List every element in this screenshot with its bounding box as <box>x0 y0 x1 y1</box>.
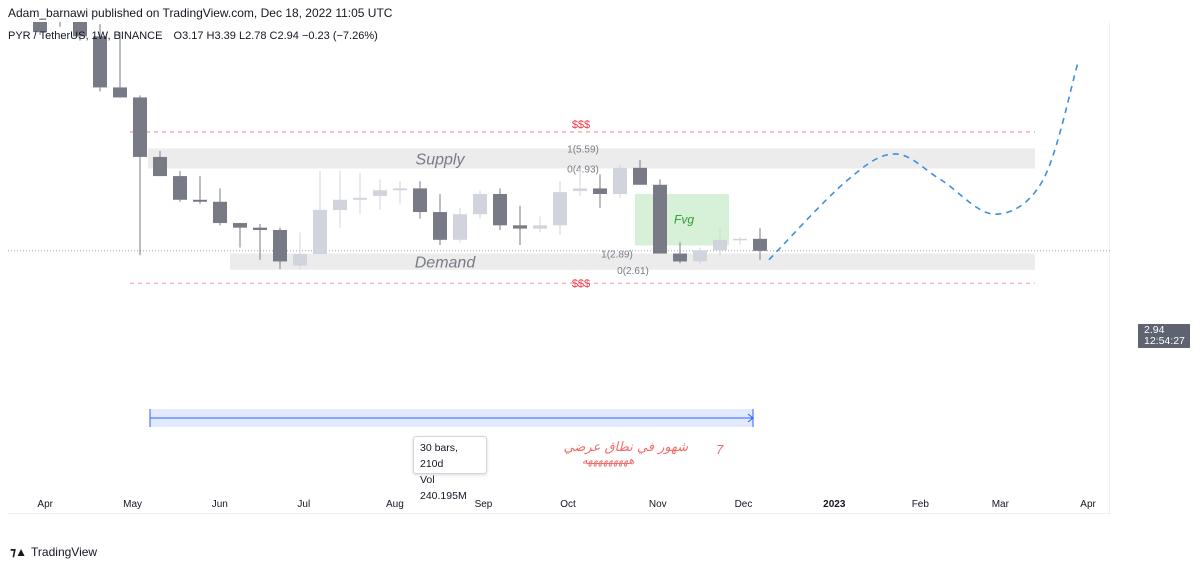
candle-body <box>193 199 207 202</box>
candle-body <box>113 87 127 98</box>
candle-body <box>733 238 747 241</box>
time-tick-label: Nov <box>649 499 667 510</box>
candle-body <box>353 197 367 200</box>
candle-body <box>333 199 347 210</box>
supply-label: Supply <box>416 151 466 168</box>
arabic-annotation-line2: هههههههههه <box>581 454 635 467</box>
candle-body <box>613 167 627 194</box>
chart-frame[interactable]: USDT10.008.507.506.505.504.503.903.302.5… <box>8 22 1110 514</box>
candle-body <box>133 97 147 157</box>
candle-body <box>493 193 507 226</box>
footer: ⁊▲ TradingView <box>10 545 97 559</box>
candle-body <box>653 184 667 254</box>
footer-brand: TradingView <box>31 545 98 559</box>
candle-body <box>633 167 647 185</box>
arabic-annotation: شهور في نطاق عرضي هههههههههه <box>558 441 688 467</box>
fib-bottom-label: 0(2.61) <box>617 266 649 277</box>
candle-body <box>553 192 567 226</box>
candle-body <box>593 188 607 194</box>
measure-info-box: 30 bars, 210d Vol 240.195M <box>413 436 487 502</box>
projection-path <box>768 63 1079 261</box>
time-tick-label: Jul <box>297 499 310 510</box>
candle-body <box>293 254 307 266</box>
candle-body <box>433 212 447 240</box>
demand-zone <box>230 253 1035 270</box>
candle-body <box>273 230 287 262</box>
time-tick-label: 2023 <box>823 499 846 510</box>
supply-zone <box>148 148 1035 169</box>
time-tick-label: Apr <box>37 499 53 510</box>
arabic-annotation-line1: شهور في نطاق عرضي <box>563 440 688 455</box>
demand-label: Demand <box>415 255 477 272</box>
liquidity-level-label: $$$ <box>572 119 590 131</box>
candle-body <box>393 188 407 191</box>
measure-vol-label: Vol 240.195M <box>420 474 467 502</box>
candle-body <box>413 188 427 213</box>
candle-body <box>473 193 487 215</box>
candle-body <box>253 227 267 231</box>
fvg-box <box>635 193 729 246</box>
ohlc-values: O3.17 H3.39 L2.78 C2.94 −0.23 (−7.26%) <box>173 30 378 42</box>
time-tick-label: Mar <box>992 499 1010 510</box>
time-tick-label: May <box>123 499 142 510</box>
candle-body <box>73 22 87 37</box>
candle-body <box>753 238 767 251</box>
candle-body <box>93 36 107 88</box>
candle-body <box>173 176 187 200</box>
candle-body <box>693 250 707 262</box>
symbol-legend: PYR / TetherUS, 1W, BINANCE O3.17 H3.39 … <box>8 30 378 42</box>
current-price-value: 2.94 <box>1144 324 1165 336</box>
tradingview-logo-icon: ⁊▲ <box>10 545 27 559</box>
time-tick-label: Sep <box>475 499 493 510</box>
fvg-label: Fvg <box>674 213 694 227</box>
time-tick-label: Aug <box>386 499 404 510</box>
candle-body <box>233 223 247 228</box>
measure-bars-label: 30 bars, 210d <box>420 442 458 470</box>
candle-body <box>373 190 387 196</box>
measure-arrowhead <box>747 413 754 423</box>
publish-info: Adam_barnawi published on TradingView.co… <box>8 6 393 20</box>
candle-body <box>533 225 547 229</box>
bar-countdown: 12:54:27 <box>1144 335 1185 347</box>
time-tick-label: Oct <box>560 499 576 510</box>
candle-body <box>673 253 687 262</box>
current-price-tag: 2.94 12:54:27 <box>1138 324 1190 348</box>
candle-body <box>713 239 727 251</box>
time-tick-label: Jun <box>212 499 228 510</box>
liquidity-level-label: $$$ <box>572 278 590 290</box>
time-tick-label: Dec <box>735 499 753 510</box>
candle-body <box>153 156 167 177</box>
candle-body <box>33 22 47 33</box>
time-tick-label: Feb <box>912 499 930 510</box>
symbol-name: PYR / TetherUS, 1W, BINANCE <box>8 30 163 42</box>
candle-body <box>453 214 467 240</box>
candle-body <box>213 201 227 224</box>
candle-body <box>573 188 587 191</box>
candle-body <box>313 209 327 255</box>
price-chart[interactable]: USDT10.008.507.506.505.504.503.903.302.5… <box>8 22 1110 514</box>
fib-bottom-label: 0(4.93) <box>567 164 599 175</box>
candle-body <box>513 225 527 229</box>
time-tick-label: Apr <box>1080 499 1096 510</box>
fib-top-label: 1(2.89) <box>601 250 633 261</box>
annotation-number: 7 <box>716 442 724 457</box>
fib-top-label: 1(5.59) <box>567 144 599 155</box>
